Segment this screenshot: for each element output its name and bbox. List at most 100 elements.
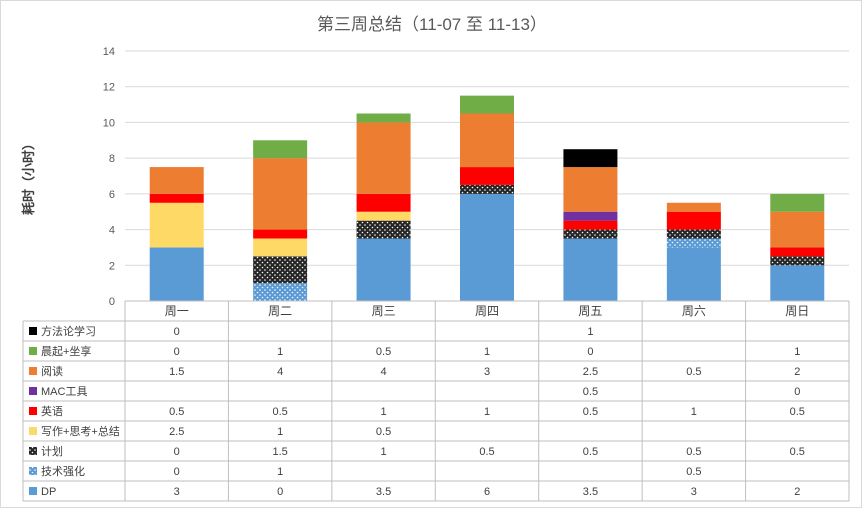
series-label: 晨起+坐享 <box>41 344 91 358</box>
bar-segment <box>149 167 204 194</box>
bar-segment <box>356 211 411 221</box>
bar-segment <box>666 211 721 230</box>
data-cell: 0.5 <box>376 426 391 438</box>
y-tick-label: 10 <box>103 117 115 129</box>
legend-swatch <box>29 327 37 335</box>
data-cell: 0.5 <box>479 446 494 458</box>
legend-swatch <box>29 467 37 475</box>
bar-segment <box>563 238 618 301</box>
category-label: 周日 <box>785 304 809 318</box>
data-cell: 0 <box>174 446 180 458</box>
data-cell: 2.5 <box>583 366 598 378</box>
data-cell: 0 <box>174 326 180 338</box>
category-label: 周四 <box>475 304 499 318</box>
legend-swatch <box>29 487 37 495</box>
data-cell: 0.5 <box>583 386 598 398</box>
data-cell: 0.5 <box>790 446 805 458</box>
bar-segment <box>253 158 308 230</box>
data-cell: 0 <box>174 466 180 478</box>
data-cell: 0 <box>277 486 283 498</box>
y-tick-label: 0 <box>109 296 115 308</box>
data-cell: 1.5 <box>169 366 184 378</box>
chart-title: 第三周总结（11-07 至 11-13） <box>317 15 547 34</box>
legend-swatch <box>29 347 37 355</box>
bar-segment <box>253 238 308 257</box>
series-label: 阅读 <box>41 364 63 378</box>
data-cell: 3 <box>691 486 697 498</box>
data-cell: 3 <box>174 486 180 498</box>
bar-segment <box>460 184 514 194</box>
data-cell: 1 <box>691 406 697 418</box>
category-label: 周一 <box>165 304 189 318</box>
y-tick-label: 4 <box>109 225 115 237</box>
category-label: 周三 <box>372 304 396 318</box>
bar-segment <box>770 247 825 257</box>
bar-segment <box>253 283 308 301</box>
bar-segment <box>460 113 514 168</box>
data-cell: 1 <box>587 326 593 338</box>
bar-segment <box>356 238 411 301</box>
bar-segment <box>563 149 618 168</box>
data-cell: 2.5 <box>169 426 184 438</box>
data-cell: 1 <box>277 346 283 358</box>
y-axis-label: 耗时（小时） <box>21 137 36 215</box>
data-cell: 1 <box>794 346 800 358</box>
bar-segment <box>356 193 411 212</box>
bar-segment <box>770 193 825 212</box>
data-cell: 1 <box>277 466 283 478</box>
bar-segment <box>356 122 411 194</box>
legend-swatch <box>29 447 37 455</box>
data-cell: 0 <box>794 386 800 398</box>
y-tick-label: 8 <box>109 153 115 165</box>
data-cell: 1 <box>381 446 387 458</box>
data-cell: 0 <box>174 346 180 358</box>
category-label: 周六 <box>682 304 706 318</box>
legend-swatch <box>29 367 37 375</box>
data-cell: 2 <box>794 366 800 378</box>
data-cell: 3.5 <box>583 486 598 498</box>
bar-segment <box>666 247 721 301</box>
bar-segment <box>149 202 204 248</box>
bar-segment <box>460 167 514 185</box>
data-cell: 3.5 <box>376 486 391 498</box>
y-axis-ticks: 0 2 4 6 8 10 12 14 <box>103 46 115 308</box>
data-cell: 0.5 <box>272 406 287 418</box>
data-cell: 0 <box>587 346 593 358</box>
bars <box>149 95 825 301</box>
series-label: 技术强化 <box>41 464 85 478</box>
y-tick-label: 2 <box>109 260 115 272</box>
bar-segment <box>460 193 514 301</box>
y-tick-label: 14 <box>103 46 115 58</box>
bar-segment <box>770 211 825 248</box>
bar-segment <box>356 113 411 123</box>
data-cell: 0.5 <box>583 446 598 458</box>
series-label: 写作+思考+总结 <box>41 424 120 438</box>
series-label: DP <box>41 486 56 498</box>
data-cell: 0.5 <box>686 466 701 478</box>
bar-segment <box>563 229 618 239</box>
bar-segment <box>666 229 721 239</box>
data-cell: 2 <box>794 486 800 498</box>
bar-segment <box>149 247 204 301</box>
bar-segment <box>666 202 721 212</box>
bar-segment <box>149 193 204 203</box>
data-cell: 6 <box>484 486 490 498</box>
data-cell: 0.5 <box>169 406 184 418</box>
bar-segment <box>356 220 411 239</box>
legend-swatch <box>29 387 37 395</box>
series-label: 计划 <box>41 445 63 458</box>
legend-swatch <box>29 407 37 415</box>
data-cell: 1 <box>484 406 490 418</box>
data-cell: 3 <box>484 366 490 378</box>
bar-segment <box>253 229 308 239</box>
data-cell: 1 <box>277 426 283 438</box>
legend-swatch <box>29 427 37 435</box>
bar-segment <box>563 220 618 230</box>
bar-segment <box>770 265 825 301</box>
y-tick-label: 12 <box>103 82 115 94</box>
bar-segment <box>460 95 514 114</box>
series-label: 英语 <box>41 404 63 418</box>
